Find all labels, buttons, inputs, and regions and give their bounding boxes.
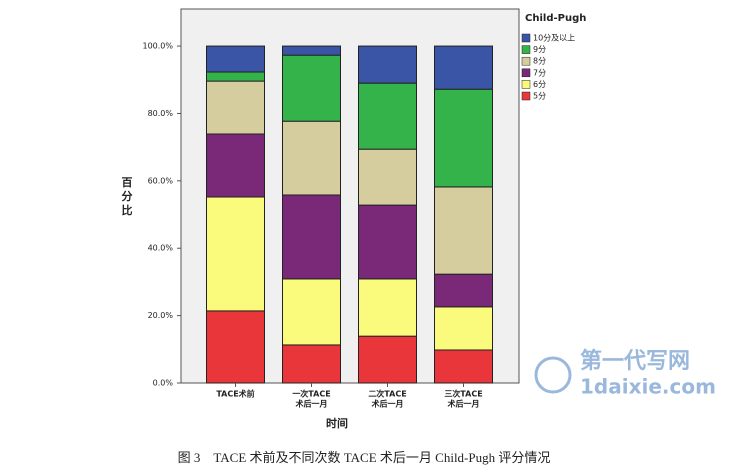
- bar-segment: [358, 278, 417, 337]
- caption: 图 3 TACE 术前及不同次数 TACE 术后一月 Child-Pugh 评分…: [178, 450, 551, 465]
- y-tick-label: 100.0%: [142, 42, 173, 51]
- y-label-char: 比: [122, 203, 133, 217]
- legend-label: 7分: [533, 68, 546, 77]
- bar-segment: [434, 349, 493, 384]
- legend-swatch: [521, 80, 531, 89]
- watermark-url: 1daixie.com: [580, 375, 716, 399]
- legend-label: 8分: [533, 57, 546, 66]
- bar-segment: [282, 54, 341, 122]
- legend-swatch: [521, 33, 531, 43]
- bar-segment: [358, 204, 417, 280]
- legend-label: 5分: [533, 92, 546, 101]
- bar-segment: [206, 71, 265, 82]
- bar-segment: [434, 306, 493, 351]
- legend-label: 6分: [533, 80, 546, 89]
- bar-segment: [206, 80, 265, 135]
- x-tick-label: TACE术前: [216, 389, 254, 399]
- y-tick-label: 0.0%: [153, 379, 174, 388]
- y-tick-label: 20.0%: [148, 311, 174, 320]
- y-tick-label: 40.0%: [148, 244, 174, 253]
- bar-segment: [434, 273, 493, 308]
- bar-segment: [206, 196, 265, 312]
- bar-segment: [282, 194, 341, 280]
- legend-swatch: [521, 56, 531, 66]
- legend-title: Child-Pugh: [525, 13, 586, 24]
- x-axis-label: 时间: [326, 416, 348, 430]
- y-tick-label: 60.0%: [148, 176, 174, 185]
- bar-segment: [358, 148, 417, 206]
- x-tick-label: 术后一月: [371, 399, 404, 409]
- bar-segment: [358, 335, 417, 384]
- legend-label: 9分: [533, 45, 546, 54]
- y-tick-label: 80.0%: [148, 109, 174, 118]
- bar-segment: [434, 45, 493, 90]
- bar-segment: [358, 82, 417, 150]
- y-label-char: 分: [122, 189, 133, 203]
- watermark-name: 第一代写网: [580, 348, 690, 374]
- y-axis-label: 百分比: [122, 176, 133, 217]
- x-tick-label: 术后一月: [295, 399, 328, 409]
- bar-segment: [434, 186, 493, 275]
- bar-segment: [206, 45, 265, 73]
- x-tick-label: 术后一月: [447, 399, 480, 409]
- legend-swatch: [521, 45, 531, 54]
- x-tick-label: 二次TACE: [368, 389, 406, 399]
- legend-label: 10分及以上: [533, 34, 575, 43]
- x-tick-label: 三次TACE: [444, 389, 482, 399]
- bar-segment: [282, 45, 341, 56]
- bar-segment: [206, 310, 265, 384]
- bar-segment: [282, 344, 341, 384]
- legend-swatch: [521, 91, 531, 101]
- bar-segment: [206, 133, 265, 198]
- bar-segment: [282, 278, 341, 346]
- legend-swatch: [521, 68, 531, 78]
- bar-segment: [358, 45, 417, 84]
- watermark-logo: [534, 356, 572, 394]
- bar-segment: [282, 120, 341, 196]
- bar-segment: [434, 88, 493, 188]
- x-tick-label: 一次TACE: [292, 389, 330, 399]
- y-label-char: 百: [122, 176, 133, 189]
